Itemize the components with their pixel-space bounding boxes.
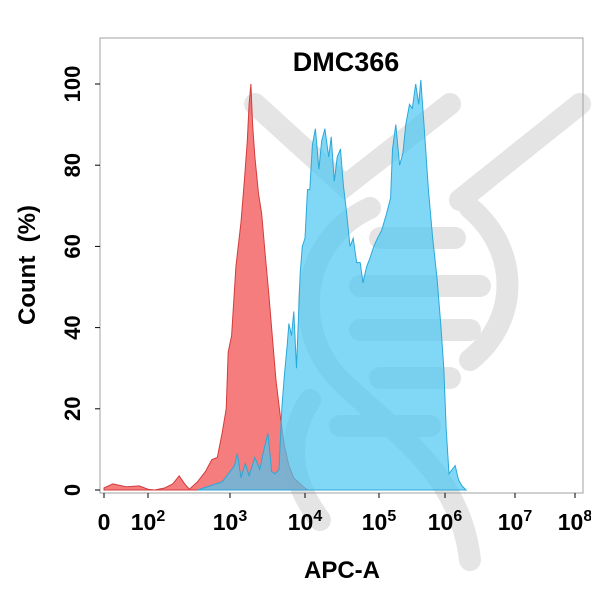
- x-tick-label: 104: [288, 508, 323, 535]
- y-axis: 0 20 40 60 80 100: [60, 66, 100, 496]
- y-tick-label: 60: [60, 234, 85, 258]
- series-area-1: [103, 83, 310, 491]
- x-tick-label: 107: [498, 508, 533, 535]
- y-tick-label: 40: [60, 315, 85, 339]
- x-tick-label: 102: [131, 508, 166, 535]
- x-axis: 0 102 103 104 105 106 107 108: [98, 493, 591, 535]
- y-tick-label: 20: [60, 397, 85, 421]
- x-tick-label: 106: [428, 508, 463, 535]
- plot-frame: [99, 37, 584, 494]
- series-layer: [103, 79, 468, 491]
- x-tick-label: 103: [213, 508, 248, 535]
- y-axis-label: Count (%): [14, 205, 41, 325]
- x-tick-label: 108: [558, 508, 591, 535]
- chart-title: DMC366: [293, 47, 400, 77]
- x-axis-label: APC-A: [304, 557, 380, 584]
- y-tick-label: 80: [60, 153, 85, 177]
- x-tick-label: 0: [98, 509, 111, 535]
- y-tick-label: 100: [60, 66, 85, 103]
- y-tick-label: 0: [60, 484, 85, 496]
- x-tick-label: 105: [362, 508, 397, 535]
- series-area-2: [197, 79, 468, 491]
